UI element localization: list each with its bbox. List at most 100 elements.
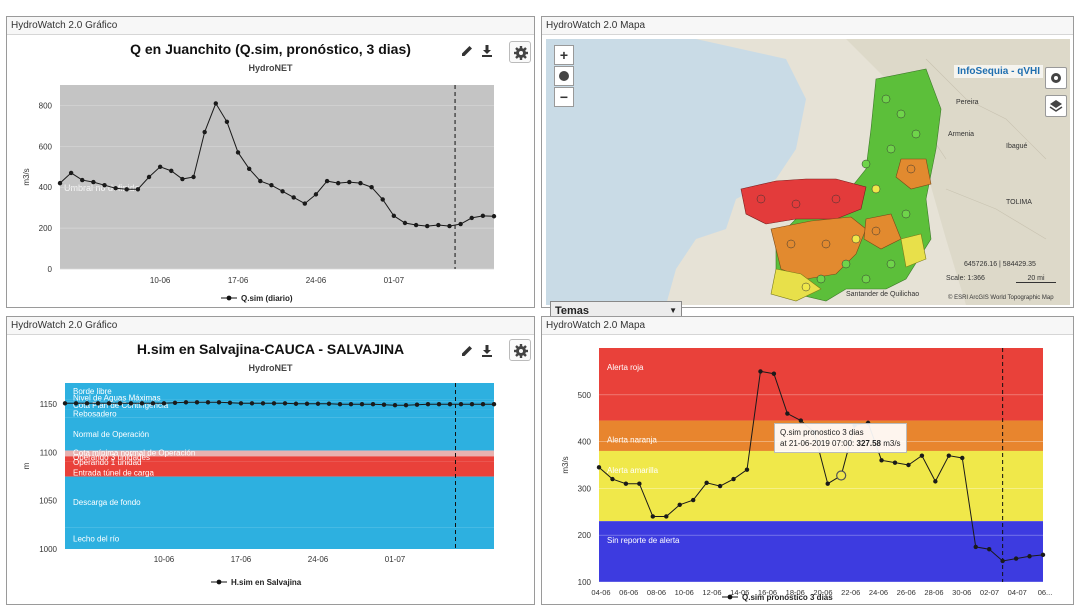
data-point: [447, 402, 453, 407]
data-point: [348, 402, 354, 407]
data-point: [704, 480, 709, 485]
data-point: [413, 222, 419, 228]
data-point: [623, 481, 629, 486]
zoom-out-button[interactable]: −: [554, 87, 574, 107]
data-point: [80, 177, 85, 183]
y-tick-label: 1000: [39, 545, 57, 554]
data-point: [392, 402, 398, 408]
data-point: [194, 400, 200, 405]
data-point: [717, 483, 723, 489]
data-point: [402, 220, 408, 226]
data-point: [117, 401, 123, 406]
data-point: [690, 497, 696, 503]
chart-subtitle: HydroNET: [248, 63, 293, 73]
map-settings-button[interactable]: [1045, 67, 1067, 89]
chart-title: Q en Juanchito (Q.sim, pronóstico, 3 dia…: [130, 41, 411, 57]
data-point: [664, 514, 669, 519]
y-tick-label: 100: [578, 578, 592, 587]
data-point: [68, 170, 74, 176]
x-tick-label: 24-06: [869, 588, 888, 597]
band-label: Umbral no definido: [64, 183, 140, 193]
panel-header: HydroWatch 2.0 Mapa: [542, 17, 1073, 35]
settings-button[interactable]: [509, 41, 531, 63]
data-point: [202, 129, 207, 135]
threshold-band: [65, 383, 494, 400]
zoom-in-button[interactable]: +: [554, 45, 574, 65]
data-point: [731, 476, 736, 482]
x-tick-label: 16-06: [758, 588, 777, 597]
data-point: [358, 180, 363, 186]
data-point: [213, 101, 218, 106]
x-tick-label: 10-06: [154, 555, 175, 564]
y-tick-label: 400: [39, 183, 53, 192]
layers-button[interactable]: [1045, 95, 1067, 117]
data-point: [359, 402, 365, 407]
edit-icon[interactable]: [459, 343, 475, 359]
band-label: Sin reporte de alerta: [607, 536, 680, 545]
data-point: [637, 481, 642, 486]
chart-q-juanchito: Umbral no definido 0 200 400 600 800 10-06 17-0…: [22, 85, 497, 303]
data-point: [1040, 552, 1046, 558]
chart-q-forecast: 100 200 300 400 500 Alerta roja Alerta naranja…: [561, 348, 1053, 602]
download-icon[interactable]: [479, 43, 495, 59]
data-point: [269, 182, 274, 188]
alert-band: [599, 450, 1043, 522]
map-canvas[interactable]: Pereira Armenia Ibagué TOLIMA Santander …: [546, 39, 1070, 305]
data-point: [336, 180, 341, 186]
data-point: [906, 462, 911, 468]
data-point: [491, 402, 497, 407]
edit-icon[interactable]: [459, 43, 475, 59]
panel-header: HydroWatch 2.0 Gráfico: [7, 317, 534, 335]
y-tick-label: 1050: [39, 497, 57, 506]
settings-button[interactable]: [509, 339, 531, 361]
data-point: [161, 401, 167, 406]
x-tick-label: 24-06: [308, 555, 329, 564]
locate-button[interactable]: [554, 66, 574, 86]
data-point: [113, 186, 118, 191]
x-tick-label: 28-06: [924, 588, 943, 597]
data-point: [291, 195, 296, 200]
data-point: [610, 476, 615, 482]
x-tick-label: 06-06: [619, 588, 638, 597]
plot-area: [60, 85, 494, 269]
x-tick-label: 18-06: [786, 588, 805, 597]
legend-marker: [727, 594, 733, 600]
map-graphic: [546, 39, 1070, 305]
tooltip-series: Q.sim pronostico 3 dias: [780, 428, 864, 437]
threshold-band: [65, 450, 494, 457]
data-point: [677, 502, 682, 507]
x-tick-label: 06...: [1038, 588, 1053, 597]
map-place-label: Ibagué: [1006, 143, 1028, 150]
data-point: [785, 411, 790, 416]
map-place-label: Pereira: [956, 99, 979, 106]
data-point: [95, 401, 101, 406]
data-point: [216, 400, 222, 405]
data-point: [436, 222, 441, 228]
data-point: [324, 178, 330, 184]
y-axis-label: m3/s: [561, 456, 570, 473]
data-point: [650, 514, 656, 519]
series-line: [598, 370, 1044, 562]
map-place-label: Armenia: [948, 131, 975, 138]
threshold-band: [65, 461, 494, 466]
band-label: Alerta naranja: [607, 436, 657, 445]
data-point: [280, 189, 285, 194]
data-point: [224, 119, 230, 124]
series-line: [65, 401, 494, 406]
y-tick-label: 500: [578, 391, 592, 400]
y-tick-label: 400: [578, 438, 592, 447]
data-point: [425, 402, 431, 407]
band-label: Operando 3 unidades: [73, 453, 150, 462]
band-label: Entrada túnel de carga: [73, 469, 154, 478]
legend-label: Q.sim (diario): [241, 294, 293, 303]
data-point: [157, 164, 163, 169]
download-icon[interactable]: [479, 343, 495, 359]
band-label: Nivel de Aguas Máximas: [73, 393, 161, 402]
data-point: [491, 214, 497, 219]
threshold-band: [65, 466, 494, 477]
x-tick-label: 30-06: [952, 588, 971, 597]
panel-header: HydroWatch 2.0 Mapa: [542, 317, 1073, 335]
x-tick-label: 12-06: [702, 588, 721, 597]
x-tick-label: 26-06: [897, 588, 916, 597]
legend-label: H.sim en Salvajina: [231, 578, 302, 587]
